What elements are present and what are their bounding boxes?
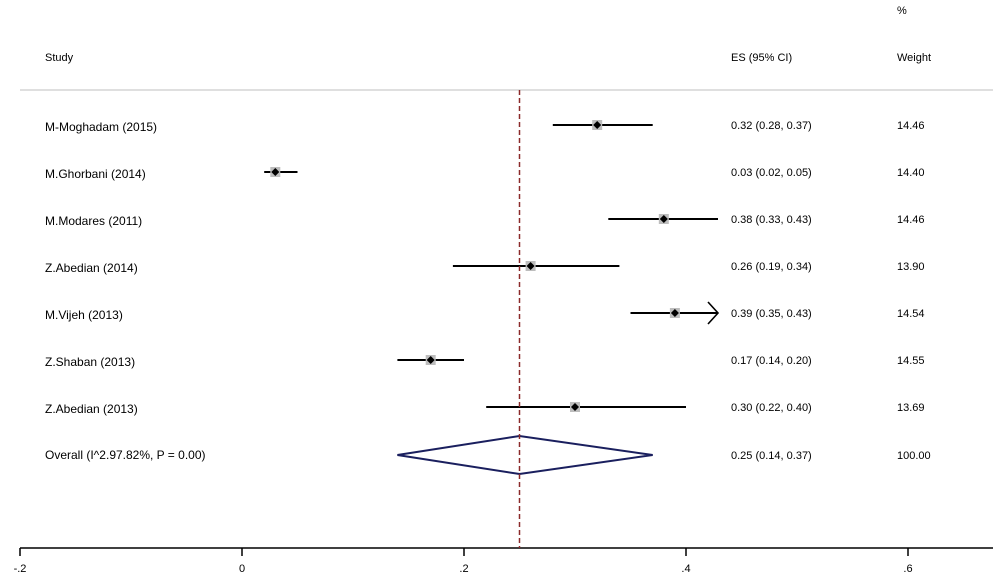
weight-value: 14.40 <box>897 167 925 179</box>
study-row: Z.Abedian (2014) 0.26 (0.19, 0.34) 13.90 <box>45 261 925 275</box>
weight-header: Weight <box>897 52 931 64</box>
point-estimate <box>571 403 579 411</box>
weight-value: 13.69 <box>897 402 925 414</box>
overall-es-value: 0.25 (0.14, 0.37) <box>731 450 812 462</box>
study-row: Z.Shaban (2013) 0.17 (0.14, 0.20) 14.55 <box>45 355 925 369</box>
weight-value: 13.90 <box>897 261 925 273</box>
weight-value: 14.55 <box>897 355 925 367</box>
weight-value: 14.46 <box>897 214 925 226</box>
study-row: M.Ghorbani (2014) 0.03 (0.02, 0.05) 14.40 <box>45 167 925 181</box>
study-label: M.Ghorbani (2014) <box>45 167 146 181</box>
study-row: M.Modares (2011) 0.38 (0.33, 0.43) 14.46 <box>45 214 925 228</box>
percent-header: % <box>897 5 907 17</box>
x-tick-label: .4 <box>681 563 690 575</box>
x-tick-label: -.2 <box>14 563 27 575</box>
es-value: 0.38 (0.33, 0.43) <box>731 214 812 226</box>
overall-label: Overall (I^2.97.82%, P = 0.00) <box>45 448 206 462</box>
point-estimate <box>670 309 679 317</box>
weight-value: 14.46 <box>897 120 925 132</box>
study-row: M-Moghadam (2015) 0.32 (0.28, 0.37) 14.46 <box>45 120 925 134</box>
study-label: M-Moghadam (2015) <box>45 120 157 134</box>
es-value: 0.26 (0.19, 0.34) <box>731 261 812 273</box>
study-header: Study <box>45 52 74 64</box>
ci-arrow <box>707 301 720 325</box>
study-row: Z.Abedian (2013) 0.30 (0.22, 0.40) 13.69 <box>45 402 925 416</box>
study-label: M.Modares (2011) <box>45 214 142 228</box>
overall-weight-value: 100.00 <box>897 450 931 462</box>
study-rows: M-Moghadam (2015) 0.32 (0.28, 0.37) 14.46M… <box>45 120 931 476</box>
study-label: Z.Shaban (2013) <box>45 355 135 369</box>
es-value: 0.30 (0.22, 0.40) <box>731 402 812 414</box>
x-tick-label: .6 <box>903 563 912 575</box>
es-value: 0.39 (0.35, 0.43) <box>731 308 812 320</box>
point-estimate <box>426 356 435 364</box>
overall-diamond <box>397 434 653 476</box>
point-estimate <box>526 262 535 270</box>
x-tick-label: 0 <box>239 563 245 575</box>
es-header: ES (95% CI) <box>731 52 792 64</box>
es-value: 0.32 (0.28, 0.37) <box>731 120 812 132</box>
x-tick-label: .2 <box>459 563 468 575</box>
study-label: Z.Abedian (2014) <box>45 261 138 275</box>
point-estimate <box>659 215 668 223</box>
es-value: 0.17 (0.14, 0.20) <box>731 355 812 367</box>
study-label: Z.Abedian (2013) <box>45 402 138 416</box>
study-row: M.Vijeh (2013) 0.39 (0.35, 0.43) 14.54 <box>45 301 925 325</box>
point-estimate <box>593 121 602 129</box>
es-value: 0.03 (0.02, 0.05) <box>731 167 812 179</box>
study-label: M.Vijeh (2013) <box>45 308 123 322</box>
weight-value: 14.54 <box>897 308 925 320</box>
x-axis: -.2 0 .2 .4 .6 <box>14 547 993 575</box>
point-estimate <box>271 168 280 176</box>
overall-row: Overall (I^2.97.82%, P = 0.00) 0.25 (0.14… <box>45 434 931 476</box>
